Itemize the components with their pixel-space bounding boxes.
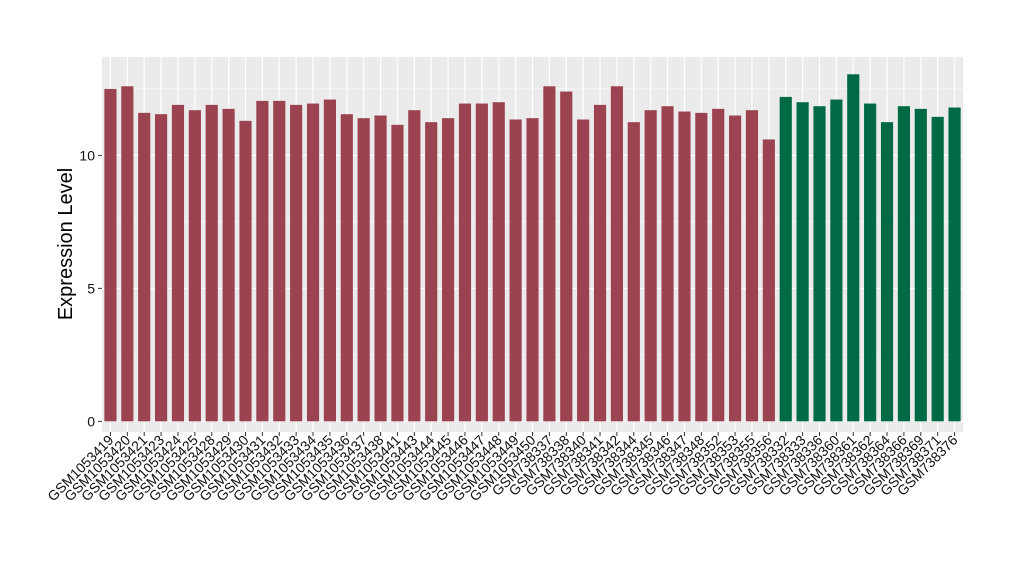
bar-GSM738341 [593, 104, 607, 422]
bar-GSM738360 [830, 99, 843, 422]
bar-GSM1053438 [374, 115, 387, 422]
bar-GSM1053424 [171, 104, 185, 422]
bar-GSM1053434 [306, 103, 320, 422]
bar-GSM1053429 [222, 108, 235, 422]
bar-GSM738342 [610, 86, 623, 422]
bar-GSM738348 [695, 112, 708, 422]
bar-GSM1053425 [188, 110, 201, 422]
y-tick-label: 5 [87, 280, 95, 296]
bar-GSM1053436 [340, 114, 353, 422]
bar-GSM1053435 [323, 99, 336, 422]
bar-GSM1053446 [458, 103, 472, 422]
bar-GSM1053449 [509, 119, 522, 422]
bar-GSM738332 [779, 96, 792, 422]
bar-GSM1053432 [273, 100, 286, 422]
bar-GSM1053433 [290, 104, 303, 422]
bars [104, 74, 961, 422]
bar-GSM738355 [745, 110, 759, 422]
bar-GSM1053445 [442, 118, 455, 422]
bar-GSM738347 [678, 111, 691, 422]
bar-GSM738336 [813, 106, 826, 422]
bar-GSM738369 [914, 108, 927, 422]
bar-GSM1053448 [492, 102, 505, 422]
y-tick-label: 0 [87, 413, 95, 429]
bar-GSM738362 [864, 103, 877, 422]
bar-GSM738337 [543, 86, 556, 422]
x-axis: GSM1053419GSM1053420GSM1053421GSM1053423… [44, 432, 961, 505]
bar-GSM1053420 [121, 86, 134, 422]
bar-GSM738364 [880, 122, 894, 422]
bar-GSM1053423 [155, 114, 168, 422]
bar-GSM738346 [661, 106, 674, 422]
bar-GSM1053428 [205, 104, 218, 422]
bar-GSM1053421 [138, 112, 151, 422]
bar-GSM1053444 [425, 122, 438, 422]
bar-GSM1053441 [391, 124, 404, 422]
y-axis: 0 5 10 [79, 147, 102, 429]
y-tick-label: 10 [79, 147, 95, 163]
bar-GSM1053419 [104, 88, 117, 422]
bar-GSM1053450 [526, 118, 539, 422]
bar-GSM738352 [712, 108, 725, 422]
bar-GSM738344 [627, 122, 640, 422]
bar-GSM1053431 [256, 100, 269, 422]
bar-GSM738353 [729, 115, 742, 422]
bar-GSM738371 [931, 116, 944, 422]
bar-GSM738345 [644, 110, 657, 422]
bar-GSM738340 [577, 119, 590, 422]
bar-GSM1053430 [239, 120, 252, 422]
bar-GSM738366 [897, 106, 910, 422]
bar-GSM1053447 [475, 103, 488, 422]
bar-GSM738356 [762, 139, 775, 422]
bar-GSM738338 [560, 91, 573, 422]
bar-GSM738376 [948, 107, 961, 422]
bar-GSM1053437 [357, 118, 370, 422]
bar-GSM738333 [796, 102, 809, 422]
bar-GSM1053443 [408, 110, 421, 422]
y-axis-label: Expression Level [55, 168, 77, 320]
bar-GSM738361 [847, 74, 860, 422]
